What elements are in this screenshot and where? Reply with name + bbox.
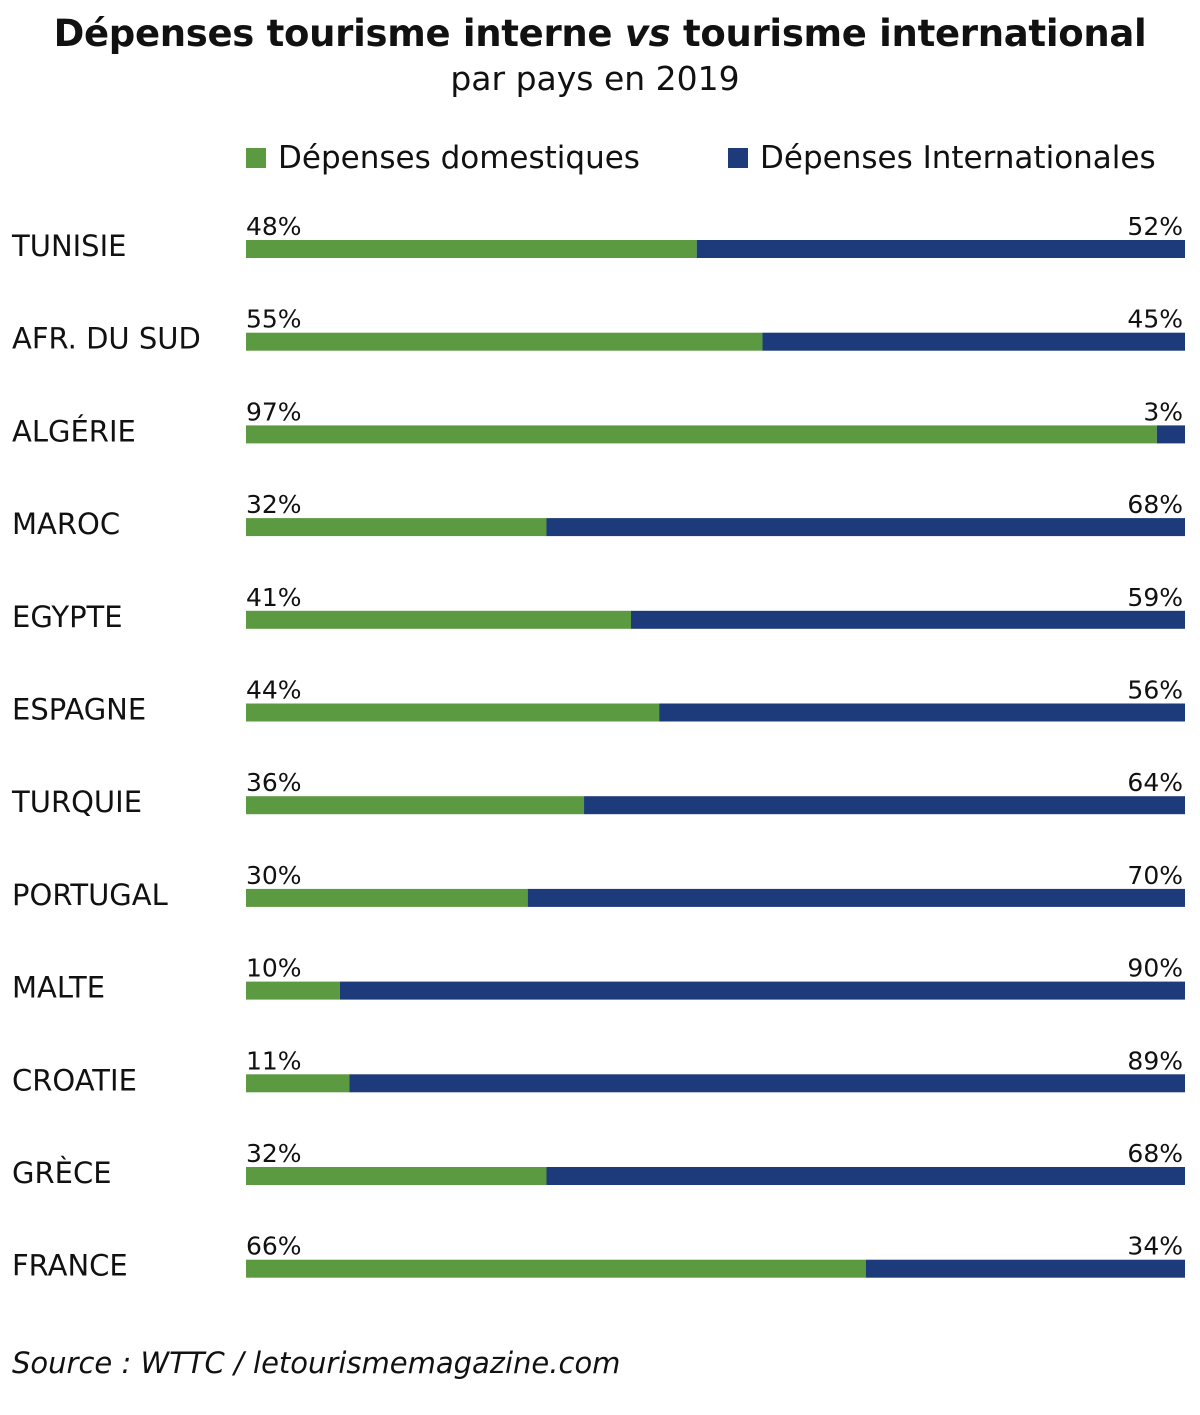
bar-international (339, 981, 1185, 1000)
value-label-international: 68% (1127, 490, 1183, 519)
legend-label-domestic: Dépenses domestiques (278, 140, 640, 176)
value-label-international: 70% (1127, 861, 1183, 890)
source-note: Source : WTTC / letourismemagazine.com (12, 1346, 621, 1380)
category-label: TUNISIE (11, 229, 126, 263)
value-label-domestic: 32% (246, 490, 302, 519)
value-label-international: 52% (1127, 212, 1183, 241)
chart-title: Dépenses tourisme interne vs tourisme in… (0, 8, 1200, 60)
bar-international (527, 888, 1185, 907)
bar-international (546, 1167, 1185, 1185)
bar-international (659, 703, 1185, 722)
category-label: PORTUGAL (12, 878, 168, 912)
bar-international (865, 1259, 1185, 1278)
category-label: EGYPTE (12, 600, 123, 634)
value-label-international: 34% (1127, 1232, 1183, 1261)
legend: Dépenses domestiques Dépenses Internatio… (0, 134, 1186, 182)
bar-international (546, 518, 1185, 537)
category-label: MAROC (12, 507, 120, 541)
bar-international (762, 332, 1185, 351)
value-label-domestic: 66% (246, 1232, 302, 1261)
value-label-domestic: 11% (246, 1046, 302, 1075)
legend-swatch-domestic (246, 148, 266, 168)
bar-international (696, 240, 1185, 258)
value-label-domestic: 41% (246, 583, 302, 612)
bar-domestic (246, 610, 631, 629)
legend-item-domestic: Dépenses domestiques (246, 134, 640, 182)
value-label-domestic: 48% (246, 212, 302, 241)
value-label-domestic: 97% (246, 397, 302, 426)
category-label: TURQUIE (11, 785, 142, 819)
value-label-domestic: 36% (246, 768, 302, 797)
bar-domestic (246, 981, 340, 1000)
category-label: ESPAGNE (12, 693, 146, 727)
bar-domestic (246, 1167, 547, 1185)
legend-swatch-international (728, 148, 748, 168)
bar-international (630, 610, 1185, 629)
value-label-international: 56% (1127, 676, 1183, 705)
bar-domestic (246, 240, 697, 258)
value-label-international: 89% (1127, 1046, 1183, 1075)
value-label-international: 45% (1127, 305, 1183, 334)
bar-domestic (246, 518, 547, 537)
bar-domestic (246, 703, 660, 722)
value-label-international: 64% (1127, 768, 1183, 797)
bar-domestic (246, 425, 1157, 444)
value-label-international: 90% (1127, 954, 1183, 983)
bar-international (349, 1074, 1185, 1093)
legend-label-international: Dépenses Internationales (760, 140, 1156, 176)
category-label: MALTE (12, 971, 105, 1005)
legend-item-international: Dépenses Internationales (728, 134, 1156, 182)
value-label-international: 3% (1143, 397, 1183, 426)
value-label-domestic: 55% (246, 305, 302, 334)
bar-international (1156, 425, 1185, 444)
value-label-domestic: 44% (246, 676, 302, 705)
category-label: ALGÉRIE (12, 414, 136, 448)
title-vs: vs (624, 12, 671, 55)
bar-domestic (246, 796, 585, 815)
bar-domestic (246, 332, 763, 351)
value-label-international: 59% (1127, 583, 1183, 612)
bar-domestic (246, 1074, 350, 1093)
value-label-international: 68% (1127, 1139, 1183, 1168)
bar-domestic (246, 888, 528, 907)
category-label: FRANCE (12, 1249, 128, 1283)
title-part-2: tourisme international (670, 12, 1147, 55)
category-label: GRÈCE (12, 1156, 112, 1190)
bar-domestic (246, 1259, 866, 1278)
title-part-1: Dépenses tourisme interne (53, 12, 625, 55)
value-label-domestic: 10% (246, 954, 302, 983)
category-label: CROATIE (12, 1063, 137, 1097)
value-label-domestic: 32% (246, 1139, 302, 1168)
value-label-domestic: 30% (246, 861, 302, 890)
category-label: AFR. DU SUD (12, 322, 201, 356)
bar-international (584, 796, 1185, 815)
chart-subtitle: par pays en 2019 (450, 59, 740, 98)
